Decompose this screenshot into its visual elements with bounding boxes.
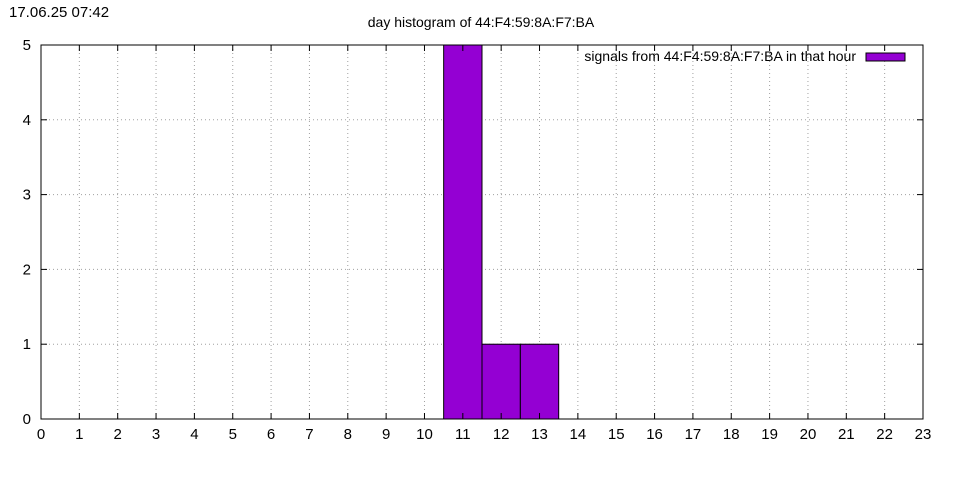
x-tick-label: 3 — [152, 426, 160, 443]
bar — [443, 44, 483, 420]
x-tick-label: 1 — [75, 426, 83, 443]
x-tick-label: 21 — [838, 426, 855, 443]
x-tick-label: 0 — [37, 426, 45, 443]
y-tick-label: 0 — [23, 411, 31, 428]
plot-frame — [40, 44, 924, 420]
y-tick-label: 4 — [23, 112, 31, 129]
x-tick-label: 7 — [305, 426, 313, 443]
x-tick-label: 10 — [416, 426, 433, 443]
y-tick-label: 2 — [23, 261, 31, 278]
y-tick-label: 5 — [23, 37, 31, 54]
x-tick-label: 18 — [723, 426, 740, 443]
x-tick-label: 11 — [455, 426, 471, 443]
x-tick-label: 12 — [493, 426, 510, 443]
x-tick-label: 14 — [570, 426, 587, 443]
y-tick-label: 3 — [23, 187, 31, 204]
x-tick-label: 17 — [685, 426, 702, 443]
x-tick-label: 2 — [114, 426, 122, 443]
bars-layer — [443, 44, 560, 420]
x-tick-label: 19 — [761, 426, 778, 443]
chart-title: day histogram of 44:F4:59:8A:F7:BA — [368, 14, 595, 30]
x-tick-label: 16 — [646, 426, 663, 443]
x-tick-label: 6 — [267, 426, 275, 443]
legend-swatch — [865, 52, 906, 62]
y-tick-label: 1 — [23, 336, 31, 353]
x-tick-label: 13 — [531, 426, 548, 443]
x-tick-label: 20 — [800, 426, 817, 443]
legend: signals from 44:F4:59:8A:F7:BA in that h… — [584, 48, 906, 64]
x-tick-label: 5 — [229, 426, 237, 443]
timestamp: 17.06.25 07:42 — [9, 4, 110, 21]
bar — [481, 343, 521, 420]
bar — [519, 343, 560, 420]
x-tick-label: 23 — [915, 426, 932, 443]
ticks-layer: 0 1 2 3 4 5 6 7 8 9 10 11 12 13 14 15 16 17 18 19 20 21 22 2301… — [23, 37, 932, 443]
x-tick-label: 9 — [382, 426, 390, 443]
x-tick-label: 4 — [190, 426, 198, 443]
x-tick-label: 8 — [344, 426, 352, 443]
legend-label: signals from 44:F4:59:8A:F7:BA in that h… — [584, 48, 856, 64]
x-tick-label: 15 — [608, 426, 625, 443]
x-tick-label: 22 — [876, 426, 893, 443]
